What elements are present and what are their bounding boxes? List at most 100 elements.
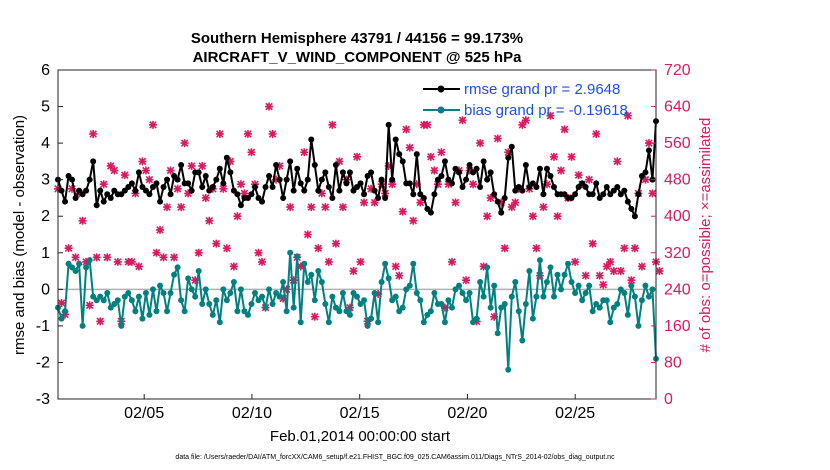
rmse-point (202, 173, 209, 180)
assimilated-obs-marker (648, 189, 657, 198)
rmse-point (199, 183, 206, 190)
rmse-point (262, 183, 269, 190)
rmse-point (290, 187, 297, 194)
bias-point (354, 293, 360, 300)
assimilated-obs-marker (627, 276, 636, 285)
assimilated-obs-marker (507, 203, 516, 212)
rmse-point (389, 176, 396, 183)
rmse-point (343, 180, 350, 187)
bias-point (76, 260, 83, 267)
rmse-point (209, 183, 216, 190)
bias-point (456, 282, 463, 289)
bias-point (216, 319, 223, 326)
bias-point (547, 264, 554, 271)
bias-point (487, 304, 494, 311)
assimilated-obs-marker (138, 157, 147, 166)
rmse-point (491, 191, 498, 198)
rmse-point (339, 169, 346, 176)
rmse-point (301, 187, 308, 194)
assimilated-obs-marker (92, 253, 101, 262)
assimilated-obs-marker (173, 184, 182, 193)
assimilated-obs-marker (356, 257, 365, 266)
assimilated-obs-marker (416, 198, 425, 207)
rmse-point (128, 180, 135, 187)
bias-point (536, 257, 543, 264)
bias-point (153, 308, 160, 315)
assimilated-obs-marker (497, 198, 506, 207)
bias-point (512, 279, 519, 286)
x-tick-label: 02/05 (124, 405, 164, 422)
assimilated-obs-marker (265, 102, 274, 111)
bias-point (192, 293, 199, 300)
rmse-point (494, 198, 501, 205)
rmse-point (185, 180, 192, 187)
bias-point (642, 282, 649, 289)
bias-point (543, 279, 550, 286)
assimilated-obs-marker (353, 152, 361, 161)
assimilated-obs-marker (613, 157, 622, 166)
rmse-point (547, 173, 554, 180)
assimilated-obs-marker (493, 134, 502, 143)
rmse-point (167, 191, 174, 198)
assimilated-obs-marker (437, 148, 446, 157)
bias-point (572, 289, 579, 296)
bias-point (635, 322, 642, 329)
assimilated-obs-marker (187, 161, 196, 170)
assimilated-obs-marker (500, 244, 509, 253)
rmse-point (480, 158, 487, 165)
bias-point (480, 293, 487, 300)
y2-tick-label: 0 (664, 391, 673, 408)
rmse-point (322, 169, 329, 176)
rmse-point (269, 183, 276, 190)
rmse-point (174, 176, 181, 183)
assimilated-obs-marker (462, 276, 471, 285)
rmse-point (248, 191, 255, 198)
bias-point (325, 319, 332, 326)
assimilated-obs-marker (458, 116, 467, 125)
assimilated-obs-marker (335, 157, 344, 166)
assimilated-obs-marker (444, 180, 453, 189)
rmse-point (308, 136, 315, 143)
bias-point (529, 315, 536, 322)
rmse-point (237, 202, 244, 209)
rmse-point (572, 191, 579, 198)
assimilated-obs-marker (504, 148, 513, 157)
assimilated-obs-marker (451, 198, 460, 207)
rmse-point (498, 209, 505, 216)
assimilated-obs-marker (247, 148, 256, 157)
bias-point (58, 315, 65, 322)
bias-point (311, 297, 318, 304)
bias-point (304, 279, 311, 286)
assimilated-obs-marker (490, 312, 499, 321)
y2-tick-label: 320 (664, 245, 691, 262)
bias-point (438, 300, 445, 307)
bias-point (283, 308, 290, 315)
rmse-point (456, 169, 463, 176)
y2-tick-label: 160 (664, 318, 691, 335)
bias-point (417, 297, 424, 304)
rmse-point (589, 191, 596, 198)
rmse-point (645, 147, 652, 154)
rmse-point (501, 194, 508, 201)
bias-point (79, 322, 86, 329)
assimilated-obs-marker (465, 166, 474, 175)
assimilated-obs-marker (630, 244, 639, 253)
bias-point (589, 308, 596, 315)
bias-point (522, 300, 529, 307)
rmse-point (427, 209, 434, 216)
rmse-point (410, 191, 417, 198)
assimilated-obs-marker (349, 267, 358, 276)
rmse-point (157, 198, 164, 205)
assimilated-obs-marker (609, 267, 618, 276)
rmse-point (195, 169, 202, 176)
bias-point (139, 315, 146, 322)
assimilated-obs-marker (286, 203, 295, 212)
rmse-point (441, 158, 448, 165)
assimilated-obs-marker (581, 271, 590, 280)
assimilated-obs-marker (360, 198, 369, 207)
assimilated-obs-marker (57, 299, 66, 308)
bias-point (227, 289, 234, 296)
assimilated-obs-marker (606, 257, 615, 266)
assimilated-obs-marker (423, 120, 432, 129)
